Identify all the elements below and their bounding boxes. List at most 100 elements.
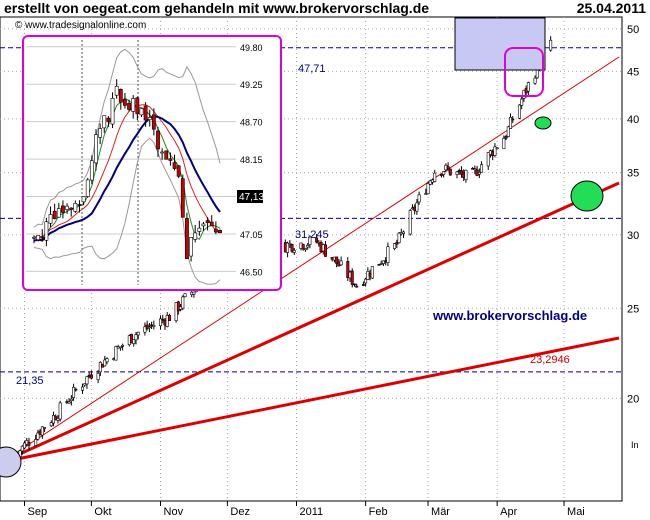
candle-body xyxy=(355,285,359,288)
candle-body xyxy=(103,359,107,367)
inset-bollinger-lower xyxy=(33,137,221,285)
candle-body xyxy=(176,301,180,312)
candle-body xyxy=(136,331,140,336)
inset-candle-body xyxy=(201,223,206,227)
inset-candle-body xyxy=(168,158,173,161)
candle-body xyxy=(533,77,537,84)
candle-body xyxy=(72,386,76,398)
candle-body xyxy=(303,248,307,251)
inset-candle-body xyxy=(85,179,90,197)
candle-body xyxy=(167,314,171,322)
breakout-marker-box xyxy=(504,47,544,97)
x-tick-label: 2011 xyxy=(300,506,324,518)
inset-candle-body xyxy=(131,98,136,112)
candle-body xyxy=(292,250,296,253)
candle-body xyxy=(134,334,138,341)
inset-candle-body xyxy=(106,117,111,122)
candle-body xyxy=(517,104,521,119)
x-tick-label: Okt xyxy=(94,506,111,518)
inset-candle-body xyxy=(44,221,49,241)
inset-candle-body xyxy=(73,202,78,212)
inset-candle-body xyxy=(209,221,214,227)
x-tick-label: Mai xyxy=(567,506,585,518)
candle-body xyxy=(395,242,399,245)
candle-body xyxy=(323,244,327,257)
candle-body xyxy=(40,426,44,436)
candle-body xyxy=(346,261,350,278)
inset-last-price: 47,13 xyxy=(239,192,264,203)
candle-body xyxy=(105,358,109,363)
candle-body xyxy=(132,339,136,344)
chart-header-date: 25.04.2011 xyxy=(576,0,646,16)
candle-body xyxy=(130,333,134,344)
inset-candle-body xyxy=(205,220,210,223)
candle-body xyxy=(43,427,47,429)
candle-body xyxy=(439,174,443,176)
candle-body xyxy=(308,236,312,245)
candle-body xyxy=(433,172,437,182)
candle-body xyxy=(147,326,151,329)
trend-origin-circle xyxy=(0,446,22,478)
candle-body xyxy=(174,302,178,321)
inset-candle-body xyxy=(189,237,193,257)
candle-body xyxy=(290,244,294,252)
candle-body xyxy=(49,422,53,427)
inset-tick-label: 49.25 xyxy=(240,80,263,90)
candle-body xyxy=(36,432,40,440)
candle-body xyxy=(415,202,419,212)
candle-body xyxy=(89,374,93,379)
inset-candle-body xyxy=(151,114,156,130)
candle-body xyxy=(118,346,122,349)
candle-body xyxy=(473,168,477,171)
target-marker-large xyxy=(570,180,604,212)
inset-candle-body xyxy=(218,230,222,234)
candle-body xyxy=(506,126,510,137)
x-tick-label: Dez xyxy=(230,506,250,518)
inset-candle-body xyxy=(180,178,185,218)
inset-candle-body xyxy=(123,99,127,106)
inset-background xyxy=(23,36,281,290)
candle-body xyxy=(23,442,27,449)
inset-ma-fast xyxy=(33,97,221,241)
x-tick-label: Feb xyxy=(369,506,388,518)
inset-candle-body xyxy=(61,205,65,213)
inset-candle-body xyxy=(32,236,36,239)
y-tick-label: 45 xyxy=(627,66,639,78)
inset-candle-body xyxy=(156,130,160,150)
candle-body xyxy=(448,168,452,176)
level-label-31-245: 31,245 xyxy=(295,229,329,241)
y-tick-label: 40 xyxy=(627,114,639,126)
candle-body xyxy=(397,232,401,243)
candle-body xyxy=(69,398,73,402)
candle-body xyxy=(315,237,319,243)
inset-bollinger-upper xyxy=(33,48,221,228)
inset-frame xyxy=(22,35,282,291)
candle-body xyxy=(511,118,515,121)
y-tick-label: 30 xyxy=(627,230,639,242)
candle-body xyxy=(286,242,290,253)
inset-tick-label: 47.05 xyxy=(240,230,263,240)
inset-last-price-box xyxy=(237,190,263,203)
steep-trendline xyxy=(1,56,620,463)
candle-body xyxy=(417,194,421,203)
candle-body xyxy=(402,231,406,234)
candle-body xyxy=(85,376,89,385)
inset-candle-body xyxy=(127,103,131,110)
inset-candle-body xyxy=(118,89,123,103)
medium-trendline xyxy=(1,181,620,464)
inset-candle-body xyxy=(89,160,94,181)
candle-body xyxy=(502,138,506,150)
trendline-value-label: 23,2946 xyxy=(530,354,570,366)
highlight-zone xyxy=(454,17,546,71)
inset-candle-body xyxy=(160,151,165,154)
inset-candle-body xyxy=(56,208,61,218)
candle-body xyxy=(152,324,156,327)
inset-candle-body xyxy=(114,86,119,96)
inset-candle-body xyxy=(164,150,169,160)
inset-ma-medium xyxy=(33,104,221,238)
y-tick-label: 50 xyxy=(627,24,639,36)
candle-body xyxy=(181,296,185,309)
inset-candle-body xyxy=(213,228,218,233)
